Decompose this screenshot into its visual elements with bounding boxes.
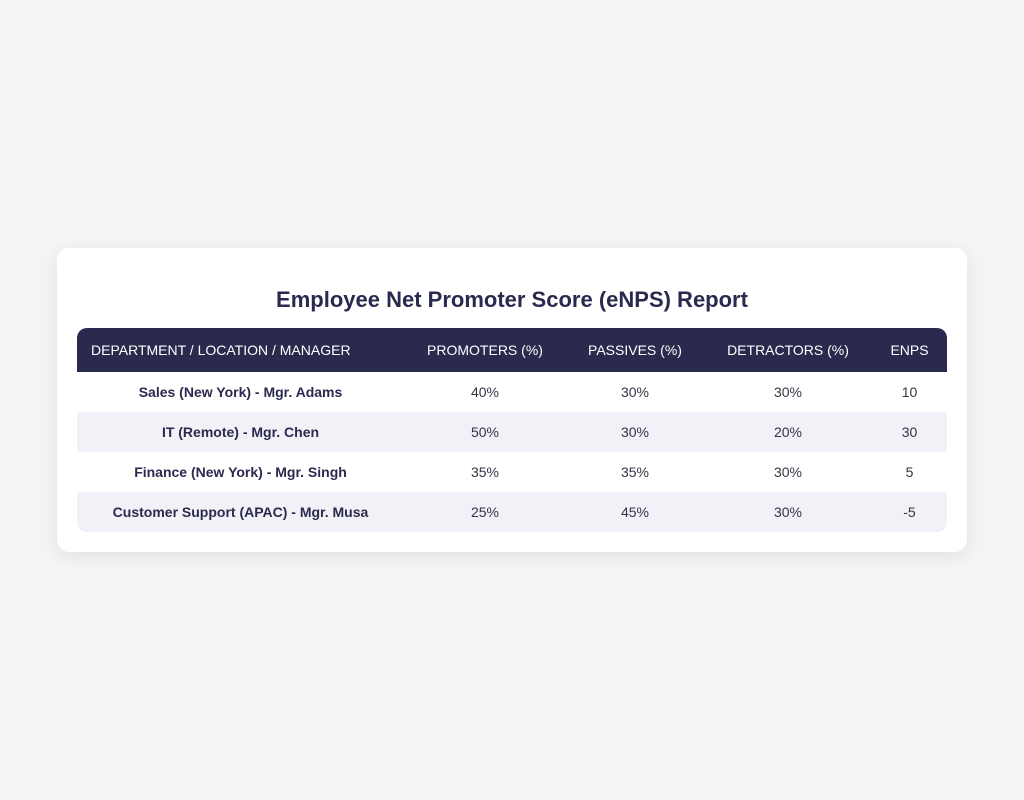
cell-passives: 30% [566,412,704,452]
column-header-passives: Passives (%) [566,328,704,372]
cell-department: Sales (New York) - Mgr. Adams [138,384,343,400]
table-row: Customer Support (APAC) - Mgr. Musa 25% … [77,492,947,532]
cell-promoters: 50% [404,412,566,452]
enps-table: Department / Location / Manager Promoter… [77,328,947,532]
table-row: Sales (New York) - Mgr. Adams 40% 30% 30… [77,372,947,412]
cell-passives: 45% [566,492,704,532]
report-card: Employee Net Promoter Score (eNPS) Repor… [57,248,967,552]
cell-detractors: 30% [704,492,872,532]
cell-promoters: 25% [404,492,566,532]
cell-promoters: 40% [470,384,500,400]
page-title: Employee Net Promoter Score (eNPS) Repor… [276,287,748,312]
cell-passives: 30% [620,384,650,400]
table-row: IT (Remote) - Mgr. Chen 50% 30% 20% 30 [77,412,947,452]
column-header-promoters: Promoters (%) [404,328,566,372]
column-header-enps: eNPS [872,328,947,372]
cell-enps: -5 [872,492,947,532]
cell-enps: 5 [905,464,914,480]
cell-enps: 30 [872,412,947,452]
cell-promoters: 35% [470,464,500,480]
header-row: Department / Location / Manager Promoter… [77,328,947,372]
table-body: Sales (New York) - Mgr. Adams 40% 30% 30… [77,372,947,532]
cell-passives: 35% [620,464,650,480]
cell-detractors: 30% [773,384,803,400]
cell-detractors: 20% [704,412,872,452]
cell-department: Customer Support (APAC) - Mgr. Musa [77,492,404,532]
cell-department: Finance (New York) - Mgr. Singh [134,464,347,480]
table-header: Department / Location / Manager Promoter… [77,328,947,372]
table-row: Finance (New York) - Mgr. Singh 35% 35% … [77,452,947,492]
cell-detractors: 30% [773,464,803,480]
column-header-department: Department / Location / Manager [77,328,404,372]
cell-department: IT (Remote) - Mgr. Chen [77,412,404,452]
cell-enps: 10 [901,384,918,400]
column-header-detractors: Detractors (%) [704,328,872,372]
